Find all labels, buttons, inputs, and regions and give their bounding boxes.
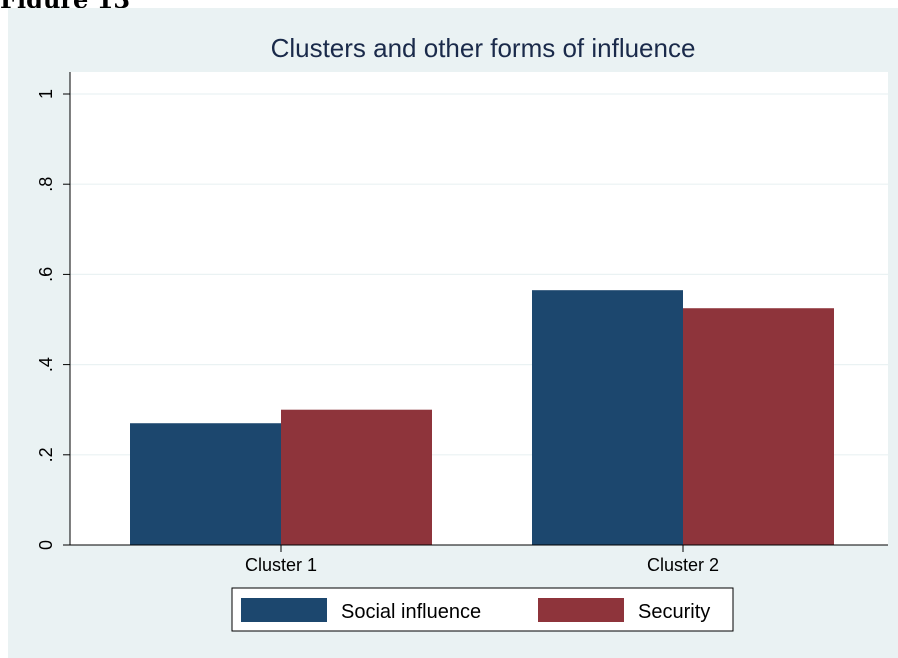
y-tick-label: .6 xyxy=(36,267,56,282)
bar-security xyxy=(683,308,834,545)
y-tick-label: .4 xyxy=(36,357,56,372)
legend-swatch xyxy=(241,598,327,622)
figure-label: Figure 13 xyxy=(0,0,130,12)
bars xyxy=(130,290,834,545)
y-tick-label: .8 xyxy=(36,177,56,192)
x-tick-label: Cluster 2 xyxy=(647,555,719,575)
legend-label: Security xyxy=(638,601,710,623)
bar-security xyxy=(281,409,432,545)
y-tick-label: 1 xyxy=(36,89,56,99)
x-tick-label: Cluster 1 xyxy=(245,555,317,575)
tick-labels: 0 .2 .4 .6 .8 1 Cluster 1 Cluster 2 xyxy=(36,89,719,575)
bar-social-influence xyxy=(532,290,683,545)
axes xyxy=(63,72,888,552)
legend: Social influence Security xyxy=(231,587,734,632)
y-tick-label: 0 xyxy=(36,540,56,550)
legend-swatch xyxy=(538,598,624,622)
y-tick-label: .2 xyxy=(36,447,56,462)
legend-label: Social influence xyxy=(341,601,481,623)
bar-social-influence xyxy=(130,423,281,545)
chart-title: Clusters and other forms of influence xyxy=(271,33,696,63)
